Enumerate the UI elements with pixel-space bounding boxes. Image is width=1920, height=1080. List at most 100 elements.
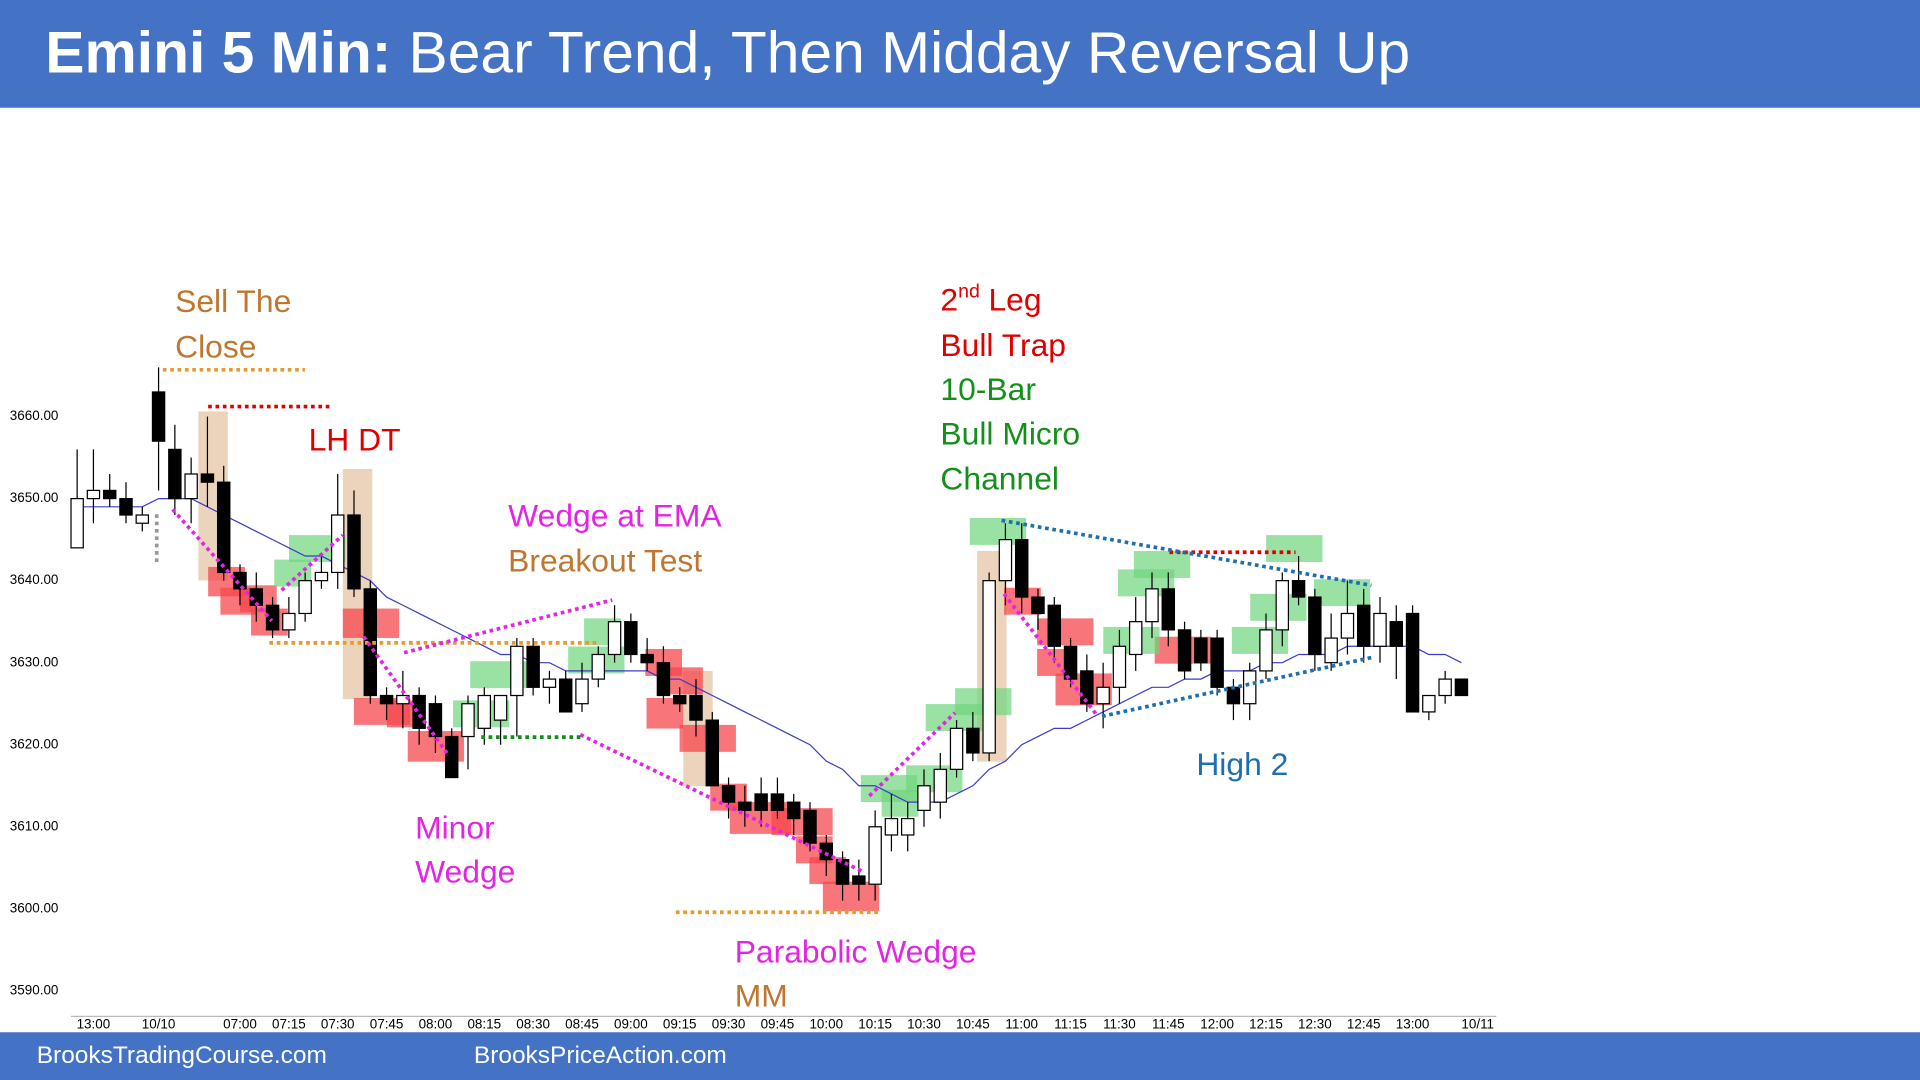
annotations: Sell The Close LH DT Wedge at EMA Breako… [175,281,1288,1014]
candle-body [461,703,475,738]
candle-body [1389,621,1404,647]
candle-body [1405,612,1420,713]
annotation: Parabolic Wedge [735,933,977,969]
candle-body [428,703,443,738]
x-tick-label: 12:45 [1347,1016,1381,1031]
candle-body [607,621,622,656]
dotted-line [1101,655,1372,719]
candle-body [282,612,296,631]
candle-body [803,809,817,844]
candle-body [868,826,882,885]
x-tick-label: 13:00 [77,1016,111,1031]
candle-body [135,514,150,524]
candle-body [102,489,117,500]
x-tick-label: 10:15 [858,1016,892,1031]
candle-body [998,539,1013,582]
candle-body [770,793,785,811]
candle-body [396,694,410,705]
annotation-part: 2 [940,282,958,318]
x-tick-label: 10:45 [956,1016,990,1031]
candle-body [933,768,948,803]
candle-body [1096,686,1110,705]
candle-body [1063,645,1078,680]
y-tick-label: 3620.00 [10,736,59,751]
annotation: High 2 [1196,746,1288,782]
x-tick-label: 13:00 [1396,1016,1430,1031]
highlight [1133,551,1191,578]
candle-body [347,514,361,590]
candle-body [119,498,133,516]
candle-body [982,580,996,754]
x-tick-label: 07:30 [321,1016,355,1031]
candle-body [184,473,198,500]
annotation: Sell The [175,283,291,319]
candle-body [1454,678,1469,697]
candle-body [233,571,247,590]
candle-body [786,801,801,820]
candle-body [624,621,638,656]
annotation: Wedge [415,854,515,890]
annotation: Close [175,328,256,364]
candle-body [1031,596,1045,615]
candle-body [1422,694,1436,713]
x-tick-label: 11:00 [1005,1016,1038,1031]
candle-body [542,678,557,688]
candle-body [1014,539,1029,598]
candle-body [1324,637,1338,664]
y-tick-label: 3660.00 [10,408,59,423]
candle-body [1194,637,1208,664]
dotted-line [1002,592,1098,715]
annotation: Channel [940,461,1059,497]
trend-lines [154,367,1372,915]
candle-body [1047,604,1062,647]
highlight [666,667,703,695]
candle-body [1373,612,1387,647]
candle-body [1161,588,1176,631]
footer-bar [0,1032,1920,1080]
candle-body [1145,588,1159,623]
x-tick-label: 07:00 [223,1016,257,1031]
candle-body [884,817,899,836]
x-tick-label: 07:45 [370,1016,404,1031]
candle-body [1112,645,1127,688]
x-tick-label: 08:45 [565,1016,599,1031]
annotation: Breakout Test [508,543,702,579]
annotation-part: Leg [988,282,1041,318]
dotted-line [868,711,957,798]
y-tick-label: 3610.00 [10,818,59,833]
chart-title: Emini 5 Min: Bear Trend, Then Midday Reve… [45,20,1410,85]
candle-body [1080,670,1094,705]
candle-body [363,588,378,697]
candle-body [151,391,166,442]
candle-body [672,694,687,705]
x-tick-label: 08:15 [467,1016,501,1031]
plot: 3590.00 3600.00 3610.00 3620.00 3630.00 3640.… [10,367,1494,1031]
candle-body [526,645,540,688]
dotted-line [171,508,274,623]
candle-body [1308,596,1322,656]
x-tick-label: 08:30 [516,1016,550,1031]
dotted-line [403,598,613,655]
candle-body [1438,678,1452,697]
candle-body [493,694,508,721]
candle-body [721,785,736,803]
candle-body [1259,629,1273,672]
highlight [1037,618,1094,646]
annotation: Wedge at EMA [508,497,722,533]
y-tick-label: 3600.00 [10,900,59,915]
x-tick-label: 12:15 [1249,1016,1283,1031]
candle-body [1242,670,1257,705]
footer-link: BrooksPriceAction.com [474,1042,727,1069]
ema-line [77,498,1462,803]
highlight [1266,535,1323,563]
x-tick-label: 10/10 [142,1016,176,1031]
annotation: Bull Micro [940,415,1080,451]
x-tick-label: 09:15 [663,1016,697,1031]
candle-body [200,473,215,483]
candle-body [298,580,312,615]
candle-body [265,604,280,631]
footer-link: BrooksTradingCourse.com [37,1042,327,1069]
candle-body [510,645,524,697]
